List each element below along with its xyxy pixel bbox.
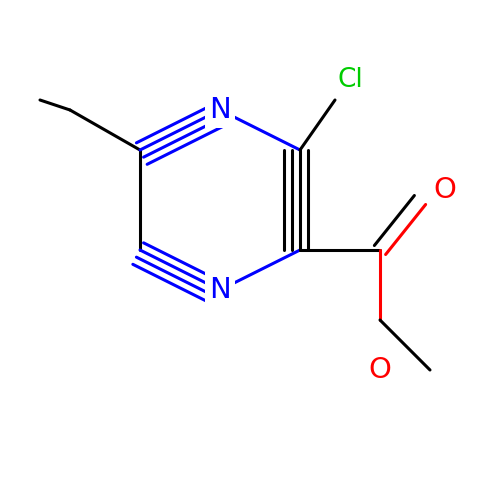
- Text: O: O: [368, 356, 392, 384]
- Text: O: O: [434, 176, 456, 204]
- Text: N: N: [209, 276, 231, 304]
- Text: Cl: Cl: [337, 67, 363, 93]
- Text: N: N: [209, 96, 231, 124]
